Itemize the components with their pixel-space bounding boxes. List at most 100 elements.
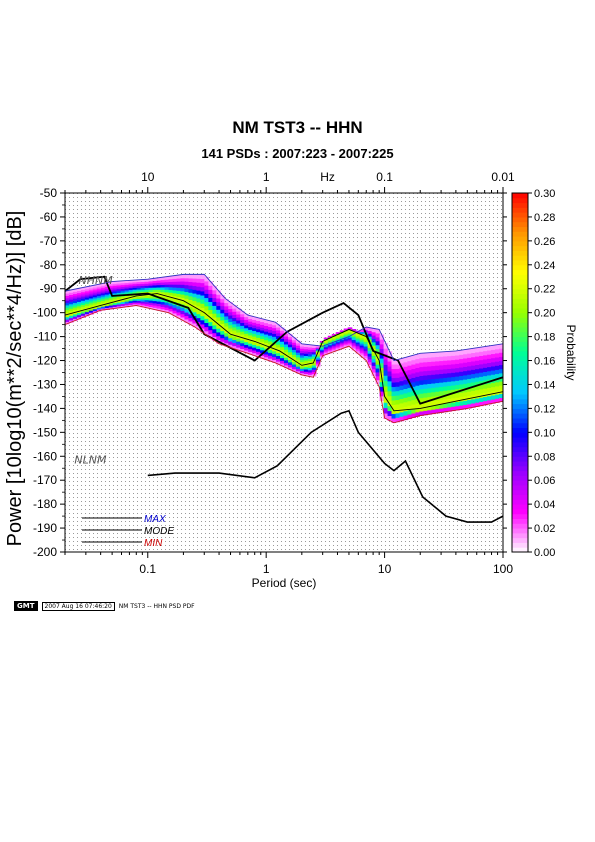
colorbar-tick-label: 0.24 xyxy=(534,260,555,272)
density-cell xyxy=(96,299,102,302)
density-cell xyxy=(479,359,484,365)
density-cell xyxy=(299,359,305,363)
density-cell xyxy=(411,395,416,401)
density-cell xyxy=(204,322,209,328)
density-cell xyxy=(72,302,78,306)
density-cell xyxy=(471,386,476,391)
colorbar-tick-label: 0.10 xyxy=(534,427,555,439)
density-cell xyxy=(252,319,257,323)
density-cell xyxy=(188,292,194,297)
density-cell xyxy=(228,318,233,323)
density-cell xyxy=(399,389,405,395)
density-cell xyxy=(335,343,341,346)
density-cell xyxy=(284,362,289,366)
density-cell xyxy=(216,331,221,337)
density-cell xyxy=(443,403,448,408)
density-cell xyxy=(148,302,154,305)
density-cell xyxy=(172,313,178,317)
density-cell xyxy=(451,368,456,373)
density-cell xyxy=(399,380,405,386)
density-cell xyxy=(311,367,317,370)
density-cell xyxy=(200,315,205,321)
density-cell xyxy=(323,342,329,345)
density-cell xyxy=(184,281,190,286)
y-tick-label: -90 xyxy=(40,282,58,296)
density-cell xyxy=(252,327,257,332)
density-cell xyxy=(184,294,190,299)
density-cell xyxy=(124,301,130,304)
density-cell xyxy=(287,359,293,363)
density-cell xyxy=(268,349,273,353)
density-cell xyxy=(455,350,460,356)
density-cell xyxy=(272,339,277,343)
density-cell xyxy=(65,319,70,322)
density-cell xyxy=(232,314,237,319)
density-cell xyxy=(299,366,305,369)
density-cell xyxy=(491,349,496,355)
density-cell xyxy=(391,400,397,406)
colorbar-swatch xyxy=(512,202,528,208)
density-cell xyxy=(487,358,492,364)
density-cell xyxy=(200,278,205,284)
density-cell xyxy=(200,311,205,317)
density-cell xyxy=(260,327,265,331)
density-cell xyxy=(347,331,353,334)
density-cell xyxy=(192,319,197,324)
density-cell xyxy=(327,341,333,344)
density-cell xyxy=(363,336,369,340)
density-cell xyxy=(307,353,313,357)
density-cell xyxy=(459,371,464,377)
top-tick-label: 1 xyxy=(263,170,270,184)
density-cell xyxy=(371,331,377,336)
density-cell xyxy=(339,334,345,337)
density-cell xyxy=(176,305,182,310)
density-cell xyxy=(284,351,289,355)
density-cell xyxy=(311,349,317,353)
density-cell xyxy=(120,305,126,308)
density-cell xyxy=(359,335,365,338)
density-cell xyxy=(451,385,456,390)
density-cell xyxy=(295,370,301,374)
density-cell xyxy=(495,385,500,391)
colorbar-swatch xyxy=(512,250,528,256)
density-cell xyxy=(499,364,503,370)
density-cell xyxy=(92,288,98,292)
colorbar-swatch xyxy=(512,283,528,290)
density-cell xyxy=(252,344,257,348)
density-cell xyxy=(391,373,397,379)
density-cell xyxy=(327,338,333,340)
density-cell xyxy=(379,391,385,397)
density-cell xyxy=(208,281,213,286)
density-cell xyxy=(363,339,369,342)
density-cell xyxy=(80,311,86,314)
density-cell xyxy=(343,328,349,331)
colorbar-tick-label: 0.12 xyxy=(534,403,555,415)
density-cell xyxy=(435,408,440,414)
density-cell xyxy=(387,410,393,417)
density-cell xyxy=(411,359,416,365)
density-cell xyxy=(220,298,225,303)
density-cell xyxy=(335,336,341,338)
density-cell xyxy=(483,400,488,406)
colorbar-swatch xyxy=(512,226,528,232)
density-cell xyxy=(419,397,424,403)
density-cell xyxy=(427,379,432,384)
density-cell xyxy=(200,307,205,313)
density-cell xyxy=(375,364,381,369)
density-cell xyxy=(499,372,503,378)
density-cell xyxy=(435,369,440,375)
density-cell xyxy=(375,368,381,373)
density-cell xyxy=(391,386,397,392)
density-cell xyxy=(136,296,142,300)
density-cell xyxy=(180,316,186,321)
density-cell xyxy=(208,297,213,302)
density-cell xyxy=(299,348,305,351)
density-cell xyxy=(411,408,416,414)
density-cell xyxy=(371,345,377,350)
density-cell xyxy=(483,371,488,377)
density-cell xyxy=(140,283,146,286)
density-cell xyxy=(403,392,409,398)
density-cell xyxy=(491,365,496,371)
density-cell xyxy=(136,283,142,286)
density-cell xyxy=(427,392,432,398)
